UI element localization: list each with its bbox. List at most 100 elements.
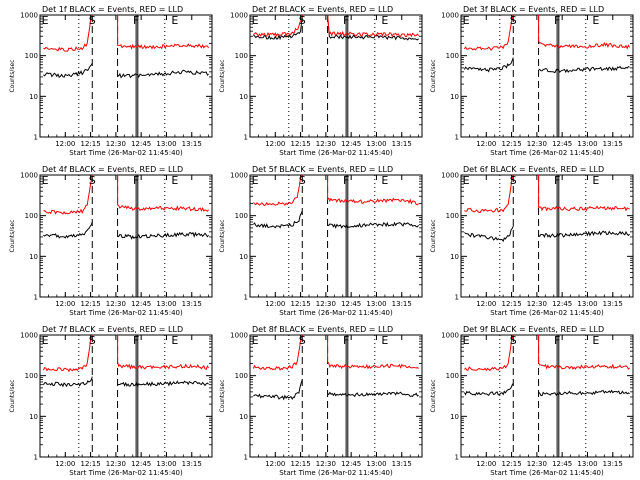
x-tick-label: 12:15: [80, 300, 100, 308]
panel-1: Det 1f BLACK = Events, RED = LLD 1 10 100 10…: [9, 5, 213, 157]
series-events-line: [117, 380, 209, 388]
y-tick-label: 10: [450, 413, 459, 421]
x-tick-label: 12:00: [55, 140, 75, 148]
series-events-line: [43, 221, 93, 239]
x-axis-label: Start Time (26-Mar-02 11:45:40): [69, 149, 183, 157]
marker-label: S: [510, 174, 517, 187]
marker-label: F: [343, 334, 349, 347]
y-tick-label: 10: [450, 253, 459, 261]
x-axis-label: Start Time (26-Mar-02 11:45:40): [279, 149, 393, 157]
series-events-line: [538, 389, 630, 397]
panel-9: Det 9f BLACK = Events, RED = LLD 1 10 100 10…: [430, 325, 634, 477]
y-axis-label: Counts/sec: [430, 59, 437, 92]
series-events-line: [327, 221, 419, 229]
x-tick-label: 12:15: [501, 460, 521, 468]
x-tick-label: 12:00: [55, 300, 75, 308]
series-events-line: [253, 210, 303, 229]
series-lld-line: [464, 174, 514, 214]
marker-label: S: [299, 334, 306, 347]
marker-label: S: [299, 14, 306, 27]
marker-label: E: [381, 334, 388, 347]
x-tick-label: 13:15: [182, 460, 202, 468]
marker-label: F: [133, 174, 139, 187]
marker-label: E: [381, 14, 388, 27]
x-tick-label: 12:30: [316, 460, 336, 468]
panel-title: Det 7f BLACK = Events, RED = LLD: [42, 325, 183, 334]
panel-title: Det 2f BLACK = Events, RED = LLD: [252, 5, 393, 14]
y-tick-label: 1: [244, 294, 248, 302]
y-axis-label: Counts/sec: [430, 219, 437, 252]
y-tick-label: 10: [239, 413, 248, 421]
y-tick-label: 10: [239, 253, 248, 261]
marker-label: S: [510, 334, 517, 347]
plot-frame: [460, 14, 634, 138]
x-tick-label: 13:00: [577, 460, 597, 468]
series-events-line: [42, 376, 93, 388]
x-tick-label: 13:15: [182, 300, 202, 308]
panel-8: Det 8f BLACK = Events, RED = LLD 1 10 100 10…: [219, 325, 423, 477]
x-tick-label: 12:45: [131, 300, 151, 308]
panel-2: Det 2f BLACK = Events, RED = LLD 1 10 100 10…: [219, 5, 423, 157]
marker-label: E: [252, 14, 259, 27]
x-tick-label: 13:00: [577, 300, 597, 308]
series-events-line: [463, 57, 514, 73]
x-tick-label: 13:15: [392, 140, 412, 148]
marker-label: E: [252, 174, 259, 187]
series-events-line: [538, 230, 630, 239]
plot-frame: [39, 174, 213, 298]
panel-title: Det 9f BLACK = Events, RED = LLD: [463, 325, 604, 334]
series-lld-line: [117, 335, 210, 370]
y-tick-label: 1000: [20, 172, 38, 180]
marker-label: F: [554, 174, 560, 187]
y-tick-label: 100: [235, 52, 248, 60]
x-axis-label: Start Time (26-Mar-02 11:45:40): [69, 309, 183, 317]
y-tick-label: 100: [235, 372, 248, 380]
x-tick-label: 13:00: [156, 460, 176, 468]
panel-title: Det 6f BLACK = Events, RED = LLD: [463, 165, 604, 174]
y-tick-label: 100: [235, 212, 248, 220]
series-lld-line: [252, 334, 303, 371]
panel-6: Det 6f BLACK = Events, RED = LLD 1 10 100 10…: [430, 165, 634, 317]
x-tick-label: 12:30: [316, 140, 336, 148]
x-tick-label: 13:15: [603, 460, 623, 468]
series-events-line: [463, 383, 514, 396]
x-tick-label: 12:00: [265, 300, 285, 308]
series-events-line: [253, 379, 303, 401]
panel-7: Det 7f BLACK = Events, RED = LLD 1 10 100 10…: [9, 325, 213, 477]
panel-title: Det 5f BLACK = Events, RED = LLD: [252, 165, 393, 174]
plot-frame: [39, 334, 213, 458]
series-lld-line: [117, 175, 209, 212]
marker-label: E: [171, 174, 178, 187]
marker-label: F: [343, 14, 349, 27]
x-tick-label: 12:00: [476, 460, 496, 468]
series-lld-line: [327, 14, 420, 38]
series-events-line: [538, 65, 630, 74]
panel-title: Det 8f BLACK = Events, RED = LLD: [252, 325, 393, 334]
series-lld-line: [253, 14, 303, 37]
y-tick-label: 1000: [20, 12, 38, 20]
plot-frame: [249, 334, 423, 458]
plot-frame: [249, 14, 423, 138]
marker-label: S: [510, 14, 517, 27]
series-lld-line: [327, 175, 419, 206]
series-events-line: [253, 14, 303, 41]
x-tick-label: 12:45: [341, 140, 361, 148]
plot-frame: [249, 174, 423, 298]
plot-frame: [39, 14, 213, 138]
x-tick-label: 12:45: [341, 300, 361, 308]
x-axis-label: Start Time (26-Mar-02 11:45:40): [69, 469, 183, 477]
x-tick-label: 12:00: [265, 460, 285, 468]
marker-label: E: [42, 174, 49, 187]
y-tick-label: 100: [446, 52, 459, 60]
marker-label: E: [42, 334, 49, 347]
marker-label: E: [381, 174, 388, 187]
y-axis-label: Counts/sec: [219, 219, 226, 252]
y-tick-label: 1000: [441, 332, 459, 340]
y-tick-label: 1: [455, 294, 459, 302]
x-tick-label: 12:00: [476, 140, 496, 148]
y-tick-label: 1000: [20, 332, 38, 340]
marker-label: E: [463, 14, 470, 27]
y-axis-label: Counts/sec: [430, 379, 437, 412]
marker-label: F: [133, 14, 139, 27]
y-tick-label: 10: [29, 253, 38, 261]
